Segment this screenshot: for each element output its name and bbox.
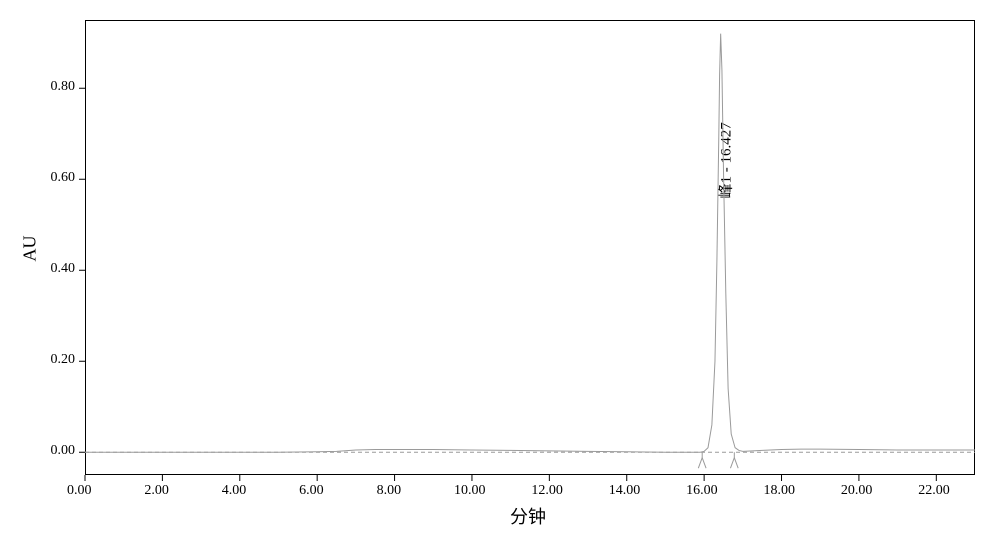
x-tick-label: 2.00 (144, 483, 169, 499)
x-tick-label: 4.00 (222, 483, 247, 499)
x-tick-label: 16.00 (686, 483, 718, 499)
x-tick-label: 8.00 (377, 483, 402, 499)
y-tick-label: 0.20 (51, 352, 76, 368)
y-tick-label: 0.40 (51, 261, 76, 277)
x-tick-label: 14.00 (609, 483, 641, 499)
chromatogram-svg (0, 0, 1000, 535)
y-tick-label: 0.60 (51, 170, 76, 186)
y-tick-label: 0.80 (51, 79, 76, 95)
x-tick-label: 12.00 (531, 483, 563, 499)
x-tick-label: 22.00 (918, 483, 950, 499)
x-tick-label: 18.00 (764, 483, 796, 499)
x-tick-label: 0.00 (67, 483, 92, 499)
x-tick-label: 6.00 (299, 483, 324, 499)
x-tick-label: 10.00 (454, 483, 486, 499)
x-tick-label: 20.00 (841, 483, 873, 499)
y-tick-label: 0.00 (51, 443, 76, 459)
